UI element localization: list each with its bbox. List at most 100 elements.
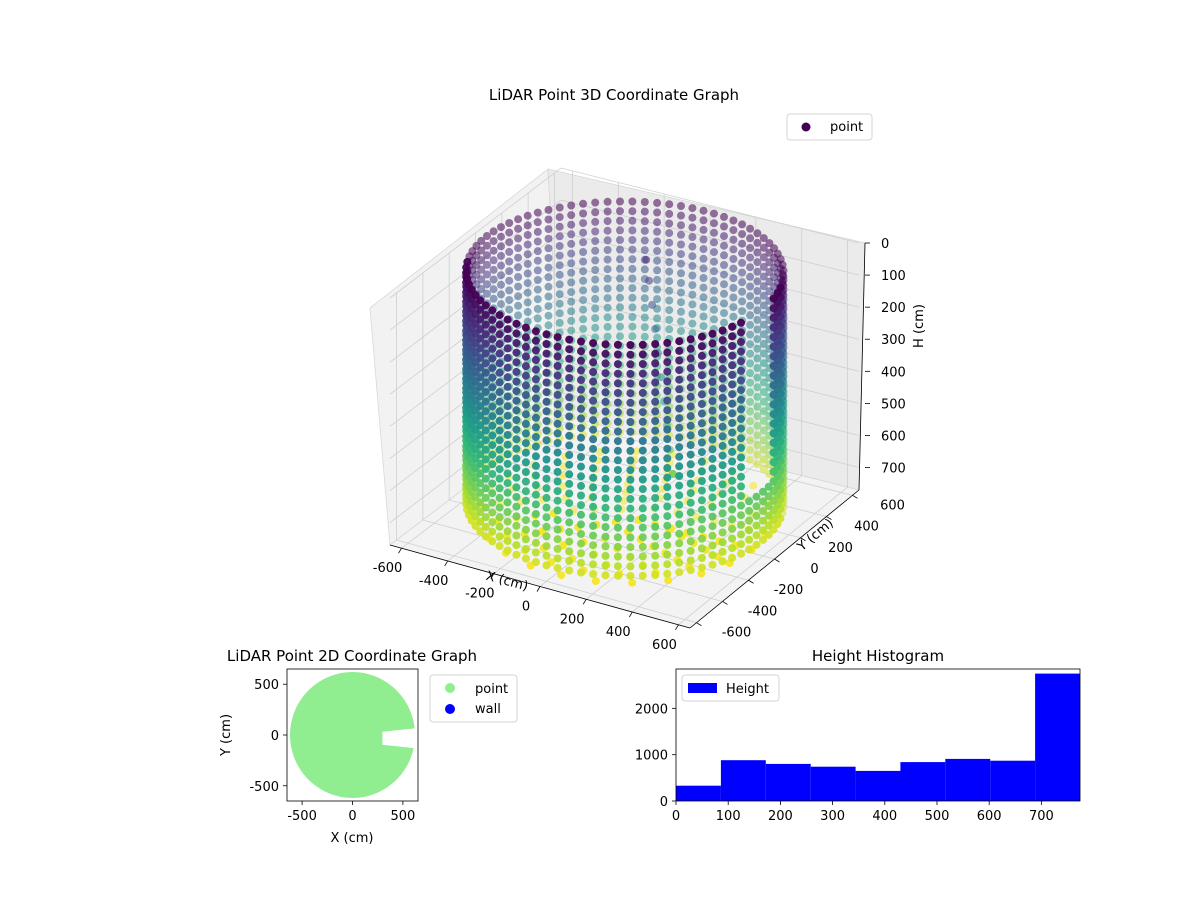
point-marker xyxy=(542,407,551,416)
point-marker xyxy=(752,531,761,540)
point-marker xyxy=(737,328,745,337)
point-marker xyxy=(677,317,685,326)
point-marker xyxy=(512,444,521,453)
point-marker xyxy=(521,468,530,476)
point-marker xyxy=(710,296,718,305)
point-marker xyxy=(489,246,498,255)
point-marker xyxy=(651,349,660,358)
point-marker xyxy=(752,502,761,511)
y-tick-label-3d: 200 xyxy=(828,541,853,556)
point-marker xyxy=(577,501,585,510)
point-marker xyxy=(577,530,585,538)
point-marker xyxy=(531,558,540,567)
point-marker xyxy=(523,308,532,316)
point-marker xyxy=(753,248,762,257)
point-marker xyxy=(553,371,562,380)
point-marker xyxy=(495,426,504,435)
point-marker xyxy=(697,351,706,360)
point-marker xyxy=(675,510,684,519)
point-marker xyxy=(481,407,490,416)
point-marker xyxy=(746,311,755,320)
point-marker xyxy=(718,355,727,364)
point-marker xyxy=(565,422,574,431)
point-marker xyxy=(489,237,498,246)
point-marker xyxy=(759,311,768,319)
point-marker xyxy=(601,561,610,570)
point-marker xyxy=(577,347,585,356)
point-marker xyxy=(488,421,497,430)
y-tick-3d xyxy=(722,601,728,605)
point-marker xyxy=(737,520,745,529)
point-marker xyxy=(521,448,530,457)
point-marker xyxy=(481,339,490,348)
point-marker xyxy=(542,493,551,502)
y-tick-label-3d: -400 xyxy=(748,604,778,619)
point-marker xyxy=(628,245,637,254)
point-marker xyxy=(737,357,745,366)
point-marker xyxy=(651,368,660,377)
legend-hist-frame xyxy=(681,674,780,702)
point-marker xyxy=(697,371,706,380)
point-marker xyxy=(521,323,530,332)
point-marker xyxy=(686,498,695,507)
point-marker xyxy=(488,373,497,382)
point-marker xyxy=(728,351,737,360)
point-marker xyxy=(718,364,727,373)
point-marker xyxy=(577,404,585,413)
point-marker xyxy=(651,325,660,333)
point-marker xyxy=(589,512,598,521)
point-marker xyxy=(577,395,585,404)
point-marker xyxy=(638,446,647,455)
point-marker xyxy=(737,338,745,346)
point-marker xyxy=(663,387,672,395)
point-marker xyxy=(483,232,491,240)
point-marker xyxy=(638,552,647,561)
point-marker xyxy=(613,562,622,571)
point-marker xyxy=(651,494,660,502)
point-marker xyxy=(746,349,755,358)
point-marker xyxy=(565,412,574,421)
point-marker xyxy=(488,460,497,469)
point-marker xyxy=(708,541,717,550)
point-marker xyxy=(488,431,497,440)
z-axis-line xyxy=(858,242,866,491)
point-marker xyxy=(728,380,737,389)
point-marker xyxy=(729,226,738,235)
point-marker xyxy=(746,378,755,387)
point-marker xyxy=(565,470,574,479)
point-marker xyxy=(476,382,485,391)
point-marker xyxy=(638,494,647,503)
point-marker xyxy=(567,326,576,335)
chart-histogram: Height Histogram 0 100 200 300 400 500 600 7000… xyxy=(635,647,1081,824)
point-marker xyxy=(553,506,562,515)
point-marker xyxy=(589,531,598,540)
point-marker xyxy=(651,503,660,512)
point-marker xyxy=(651,378,660,387)
point-marker xyxy=(752,511,761,520)
point-marker xyxy=(686,431,695,440)
point-marker xyxy=(531,490,540,499)
point-marker xyxy=(589,368,598,376)
point-marker xyxy=(697,457,706,466)
point-marker xyxy=(686,537,695,546)
point-marker xyxy=(589,425,598,434)
point-marker xyxy=(663,464,672,472)
point-marker xyxy=(488,316,497,324)
point-marker xyxy=(579,199,588,208)
point-marker xyxy=(745,535,754,544)
point-marker xyxy=(769,448,778,457)
z-ticks-3d: 0 100 200 300 400 500 600 700 xyxy=(865,237,906,477)
x-tick-label-2d: 0 xyxy=(348,809,356,824)
point-marker xyxy=(579,305,588,314)
point-marker xyxy=(481,416,490,425)
point-marker xyxy=(663,338,672,347)
point-marker xyxy=(476,363,485,372)
point-marker xyxy=(523,279,532,288)
point-marker xyxy=(651,465,660,474)
point-cloud xyxy=(462,197,788,587)
point-marker xyxy=(489,294,498,303)
point-marker xyxy=(531,548,540,557)
point-marker xyxy=(708,416,717,425)
point-marker xyxy=(476,344,485,353)
point-marker xyxy=(626,369,635,378)
